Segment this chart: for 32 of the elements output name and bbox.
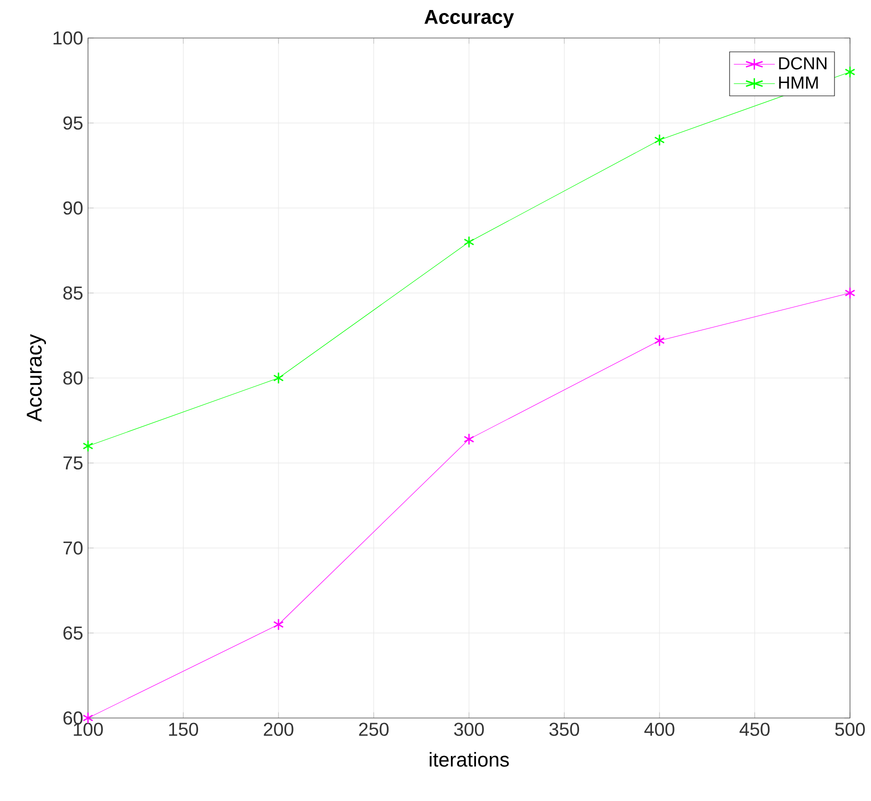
chart-title: Accuracy bbox=[424, 10, 514, 28]
y-tick-label: 90 bbox=[63, 201, 83, 215]
legend-label: DCNN bbox=[779, 57, 826, 70]
point bbox=[844, 66, 856, 78]
y-tick-label: 70 bbox=[63, 541, 83, 555]
point bbox=[273, 372, 284, 384]
point bbox=[82, 440, 94, 452]
x-axis-title: iterations bbox=[430, 752, 509, 767]
y-axis-title: Accuracy bbox=[26, 334, 46, 422]
y-tick-label: 75 bbox=[63, 456, 83, 470]
x-tick-label: 200 bbox=[264, 722, 294, 736]
x-tick-label: 300 bbox=[454, 722, 484, 736]
x-tick-label: 500 bbox=[835, 722, 865, 736]
point bbox=[844, 286, 856, 299]
point bbox=[654, 134, 665, 146]
y-tick-label: 80 bbox=[63, 371, 83, 385]
y-tick-label: 85 bbox=[63, 286, 83, 300]
legend-label: HMM bbox=[779, 76, 818, 89]
x-tick-label: 150 bbox=[169, 722, 198, 736]
x-tick-label: 450 bbox=[740, 722, 770, 736]
y-tick-label: 65 bbox=[63, 626, 83, 640]
point bbox=[273, 618, 284, 631]
x-tick-label: 250 bbox=[359, 722, 389, 736]
point bbox=[654, 334, 665, 347]
y-tick-label: 100 bbox=[54, 31, 83, 45]
x-tick-label: 400 bbox=[644, 722, 674, 736]
y-tick-label: 95 bbox=[63, 116, 83, 130]
point bbox=[464, 236, 474, 248]
x-tick-label: 100 bbox=[74, 722, 103, 736]
point bbox=[464, 433, 474, 446]
x-tick-label: 350 bbox=[549, 722, 580, 736]
y-tick-label: 60 bbox=[63, 711, 83, 725]
